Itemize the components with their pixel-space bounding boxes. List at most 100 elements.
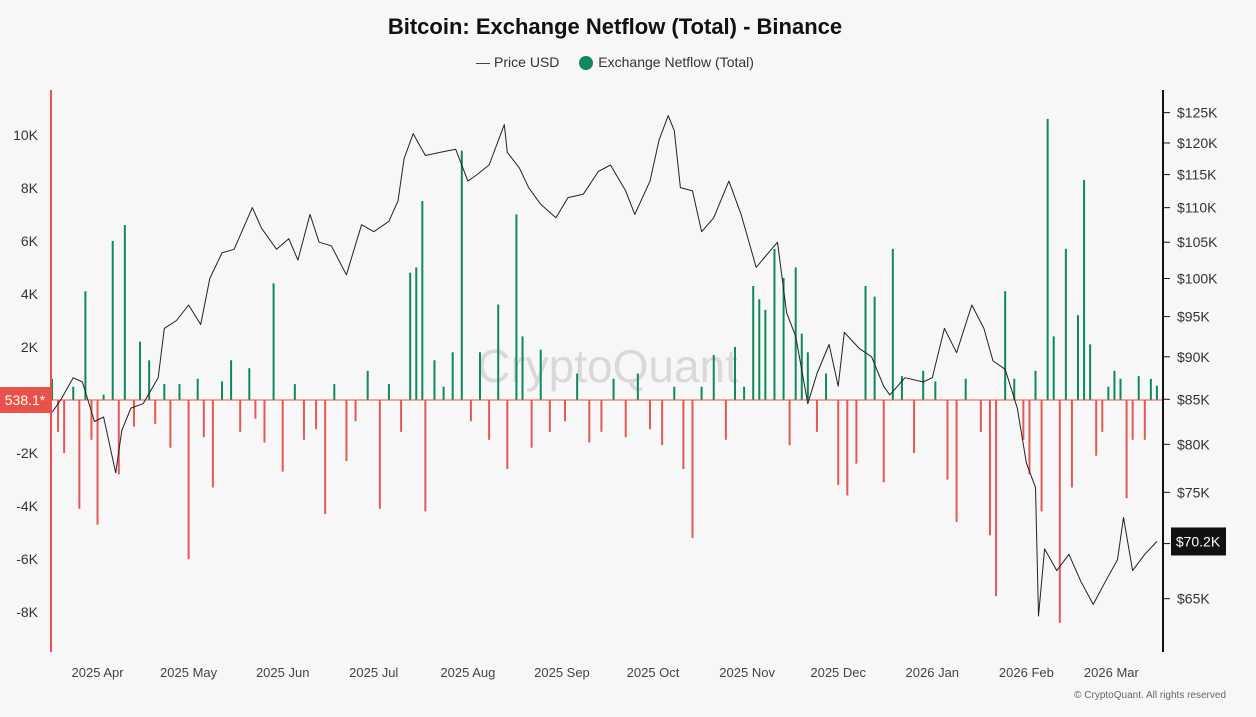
netflow-bar [1083, 179, 1086, 401]
netflow-bar [882, 400, 885, 483]
right-tick-label: $65K [1177, 591, 1210, 607]
netflow-bar [132, 400, 135, 427]
netflow-bar [864, 285, 867, 401]
netflow-bar [488, 400, 491, 440]
right-tick-label: $100K [1177, 270, 1218, 286]
netflow-bar [988, 400, 991, 536]
netflow-bar [815, 400, 818, 432]
x-tick-label: 2025 Nov [719, 665, 775, 680]
netflow-bar [712, 354, 715, 401]
netflow-bar [469, 400, 472, 422]
netflow-bar [1070, 400, 1073, 488]
x-tick-label: 2025 Aug [440, 665, 495, 680]
legend-item-price[interactable]: Price USD [476, 54, 559, 70]
netflow-bar [691, 400, 694, 538]
netflow-bar [263, 400, 266, 443]
netflow-bar [1119, 378, 1122, 401]
right-tick-label: $110K [1177, 200, 1217, 216]
netflow-bar [239, 400, 242, 432]
netflow-bar [788, 400, 791, 446]
netflow-bar [1143, 400, 1146, 440]
left-tick-label: -4K [16, 498, 38, 514]
netflow-bar [1107, 386, 1110, 401]
netflow-bar [366, 370, 369, 401]
netflow-bar [254, 400, 257, 419]
netflow-bar [624, 400, 627, 438]
x-tick-label: 2026 Feb [999, 665, 1054, 680]
netflow-bar [378, 400, 381, 509]
netflow-bar [1040, 400, 1043, 512]
netflow-bar [424, 400, 427, 512]
price-line [51, 115, 1158, 617]
netflow-bar [1052, 336, 1055, 401]
netflow-bar [964, 378, 967, 401]
netflow-bar [700, 386, 703, 401]
right-tick-label: $105K [1177, 234, 1218, 250]
netflow-bar [922, 370, 925, 401]
netflow-bar [743, 386, 746, 401]
netflow-bar [1028, 400, 1031, 475]
netflow-bar [293, 384, 296, 401]
netflow-bar [934, 381, 937, 401]
netflow-bar [825, 373, 828, 401]
left-tick-label: 6K [21, 233, 39, 249]
legend-label-price: Price USD [494, 54, 560, 71]
netflow-bar [1004, 291, 1007, 401]
netflow-bar [90, 400, 93, 440]
left-tick-label: 8K [21, 180, 39, 196]
netflow-bar [1149, 378, 1152, 401]
netflow-bar [1089, 344, 1092, 401]
netflow-bar [187, 400, 190, 560]
netflow-bar [84, 291, 87, 401]
netflow-bar [758, 299, 761, 401]
netflow-bar [96, 400, 99, 525]
netflow-bar [387, 384, 390, 401]
netflow-bar [539, 349, 542, 401]
netflow-bar [1125, 400, 1128, 499]
netflow-bar [1046, 118, 1049, 401]
netflow-bar [673, 386, 676, 401]
netflow-bar [1101, 400, 1104, 432]
right-tick-label: $120K [1177, 135, 1218, 151]
netflow-bar [354, 400, 357, 422]
x-tick-label: 2025 Sep [534, 665, 590, 680]
left-tick-label: -6K [16, 551, 38, 567]
netflow-bar [1131, 400, 1134, 440]
netflow-bar [648, 400, 651, 430]
netflow-bar [102, 394, 105, 401]
netflow-bar [564, 400, 567, 422]
x-tick-label: 2025 May [160, 665, 218, 680]
netflow-bar [764, 309, 767, 401]
netflow-bar [846, 400, 849, 496]
right-tick-label: $90K [1177, 349, 1210, 365]
netflow-bar [855, 400, 858, 464]
netflow-bar [1155, 385, 1158, 401]
netflow-bar [415, 267, 418, 401]
left-tick-label: -2K [16, 445, 38, 461]
netflow-bar [139, 341, 142, 401]
right-tick-label: $85K [1177, 391, 1210, 407]
netflow-bar [1137, 376, 1140, 401]
right-tick-label: $75K [1177, 484, 1210, 500]
netflow-bar [433, 360, 436, 401]
left-tick-label: 2K [21, 339, 39, 355]
netflow-bar [900, 376, 903, 401]
netflow-bar [913, 400, 916, 454]
netflow-bar [324, 400, 327, 515]
netflow-bar [111, 240, 114, 401]
netflow-bar [995, 400, 998, 597]
netflow-bar [178, 384, 181, 401]
netflow-bar [548, 400, 551, 432]
netflow-bar [1077, 315, 1080, 401]
legend-item-netflow[interactable]: Exchange Netflow (Total) [579, 54, 754, 71]
netflow-bar [400, 400, 403, 432]
netflow-bar [612, 378, 615, 401]
netflow-bar [202, 400, 205, 438]
netflow-bar [1064, 248, 1067, 401]
netflow-bar [891, 248, 894, 401]
x-tick-label: 2025 Oct [627, 665, 680, 680]
netflow-bar [333, 384, 336, 401]
netflow-bar [281, 400, 284, 472]
netflow-bar [576, 373, 579, 401]
left-tick-label: 10K [13, 127, 39, 143]
